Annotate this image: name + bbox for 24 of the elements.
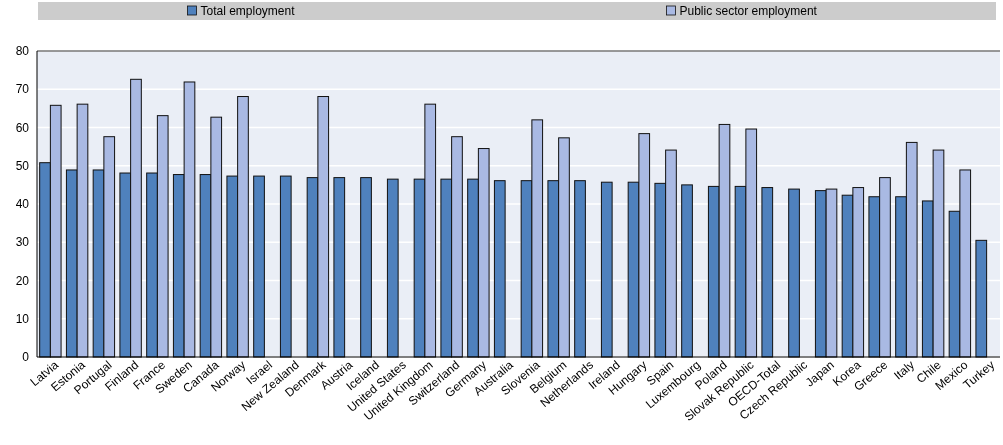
legend-label: Public sector employment (679, 4, 818, 18)
y-tick-label: 60 (15, 120, 30, 135)
y-tick-label: 50 (15, 158, 30, 173)
y-tick-label: 70 (15, 82, 30, 97)
bar (386, 178, 399, 358)
bar (681, 184, 693, 358)
bar (493, 180, 506, 358)
bar (279, 175, 292, 358)
bar (574, 180, 586, 358)
y-tick-label: 30 (15, 235, 30, 250)
bar (975, 239, 988, 358)
bar (253, 175, 265, 358)
y-tick-label: 20 (15, 273, 30, 288)
legend-label: Total employment (200, 4, 296, 18)
bar (600, 181, 613, 358)
bar (333, 177, 346, 358)
y-tick-label: 40 (15, 197, 30, 212)
bar (761, 187, 774, 358)
y-tick-label: 0 (22, 350, 30, 365)
bar (360, 177, 372, 358)
bar (788, 188, 800, 358)
y-tick-label: 10 (15, 311, 30, 326)
x-tick-label: Italy (891, 357, 917, 383)
y-tick-label: 80 (15, 44, 30, 59)
